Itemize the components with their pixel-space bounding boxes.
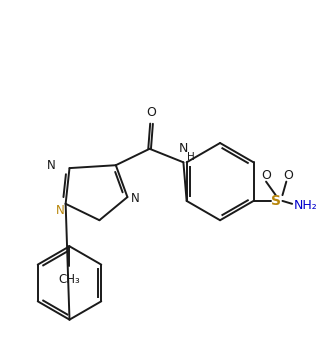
Text: O: O — [261, 169, 271, 182]
Text: S: S — [271, 194, 281, 208]
Text: H: H — [187, 153, 195, 162]
Text: N: N — [131, 193, 140, 206]
Text: NH₂: NH₂ — [294, 199, 318, 212]
Text: N: N — [55, 204, 64, 217]
Text: O: O — [147, 106, 156, 119]
Text: N: N — [179, 142, 188, 155]
Text: O: O — [283, 169, 293, 182]
Text: N: N — [47, 159, 56, 172]
Text: CH₃: CH₃ — [59, 273, 80, 286]
